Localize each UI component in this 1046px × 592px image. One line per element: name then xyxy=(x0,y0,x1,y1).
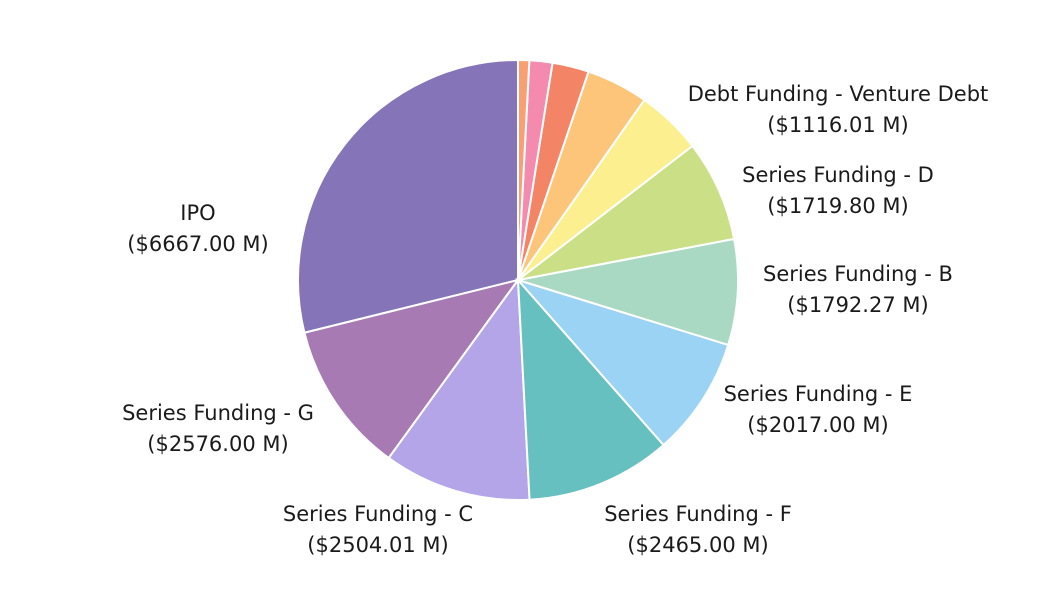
slice-label: Debt Funding - Venture Debt xyxy=(688,82,989,106)
slice-label: Series Funding - E xyxy=(724,382,913,406)
slice-value-label: ($2465.00 M) xyxy=(627,533,768,557)
pie-slice xyxy=(516,277,665,501)
pie-slice xyxy=(387,277,531,502)
slice-value-label: ($6667.00 M) xyxy=(127,232,268,256)
slice-label: Series Funding - G xyxy=(122,401,314,425)
slice-value-label: ($2576.00 M) xyxy=(147,432,288,456)
slice-label: Series Funding - F xyxy=(604,502,792,526)
pie-slice xyxy=(517,144,736,281)
pie-slice xyxy=(517,237,739,347)
slice-value-label: ($1792.27 M) xyxy=(787,293,928,317)
pie-labels: IPO ($6667.00 M) Series Funding - G ($2576.… xyxy=(122,82,988,557)
pie-slice xyxy=(514,277,730,447)
slice-value-label: ($2504.01 M) xyxy=(307,533,448,557)
slice-value-label: ($1719.80 M) xyxy=(767,194,908,218)
pie-slices xyxy=(297,58,739,502)
slice-label: Series Funding - C xyxy=(283,502,473,526)
slice-label: Series Funding - D xyxy=(742,163,934,187)
pie-slice xyxy=(303,278,521,460)
slice-value-label: ($1116.01 M) xyxy=(767,113,908,137)
slice-label: IPO xyxy=(180,201,215,225)
slice-label: Series Funding - B xyxy=(763,262,953,286)
pie-slice xyxy=(297,58,519,334)
pie-slice xyxy=(517,58,531,281)
slice-value-label: ($2017.00 M) xyxy=(747,413,888,437)
